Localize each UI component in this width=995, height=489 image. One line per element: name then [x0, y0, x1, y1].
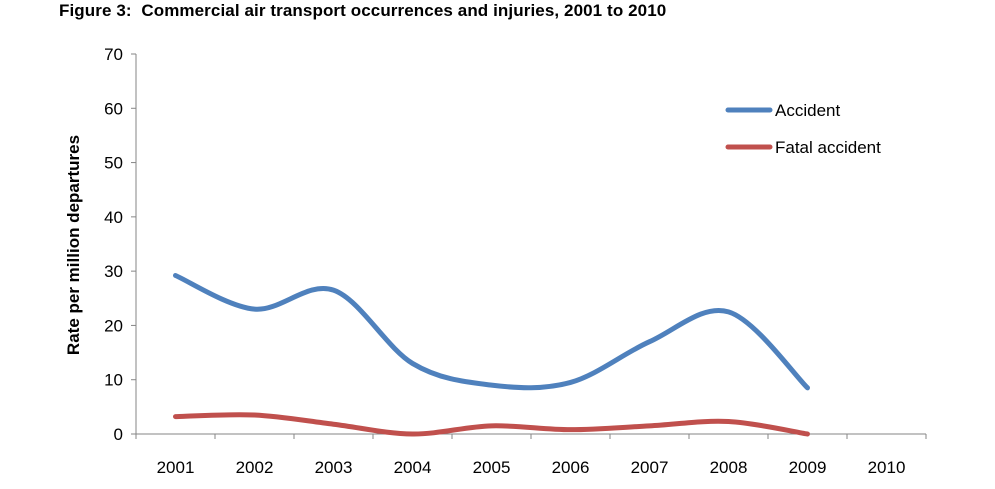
x-tick-label: 2001: [157, 458, 195, 477]
chart-title: Figure 3: Commercial air transport occur…: [59, 1, 667, 20]
data-point: [489, 383, 494, 388]
data-point: [726, 419, 731, 424]
x-tick-label: 2003: [315, 458, 353, 477]
series-fatal-accident: [173, 412, 810, 437]
data-point: [410, 432, 415, 437]
y-tick-label: 20: [104, 316, 123, 335]
y-tick-label: 70: [104, 45, 123, 64]
y-tick-label: 50: [104, 154, 123, 173]
data-point: [173, 414, 178, 419]
legend-label: Fatal accident: [775, 138, 881, 157]
x-tick-label: 2008: [710, 458, 748, 477]
data-point: [568, 380, 573, 385]
legend-item: Accident: [725, 101, 840, 120]
plot-area: [173, 272, 810, 437]
series-line: [173, 412, 810, 437]
y-tick-label: 0: [114, 425, 123, 444]
legend: Accident Fatal accident: [725, 101, 881, 157]
series-line: [173, 272, 810, 391]
x-tick-label: 2006: [552, 458, 590, 477]
x-tick-label: 2005: [473, 458, 511, 477]
data-point: [331, 288, 336, 293]
data-point: [489, 423, 494, 428]
data-point: [647, 423, 652, 428]
legend-item: Fatal accident: [725, 138, 881, 157]
x-tick-label: 2007: [631, 458, 669, 477]
series-accident: [173, 272, 810, 391]
data-point: [252, 307, 257, 312]
data-point: [331, 422, 336, 427]
y-tick-label: 40: [104, 208, 123, 227]
y-tick-label: 60: [104, 99, 123, 118]
data-point: [173, 273, 178, 278]
x-tick-label: 2010: [868, 458, 906, 477]
y-tick-label: 10: [104, 371, 123, 390]
x-tick-label: 2004: [394, 458, 432, 477]
data-point: [726, 309, 731, 314]
data-point: [647, 339, 652, 344]
data-point: [805, 385, 810, 390]
x-tick-label: 2009: [789, 458, 827, 477]
y-axis-title: Rate per million departures: [64, 135, 83, 355]
legend-label: Accident: [775, 101, 840, 120]
data-point: [410, 361, 415, 366]
data-point: [568, 427, 573, 432]
x-tick-label: 2002: [236, 458, 274, 477]
y-tick-label: 30: [104, 262, 123, 281]
data-point: [252, 413, 257, 418]
data-point: [805, 432, 810, 437]
